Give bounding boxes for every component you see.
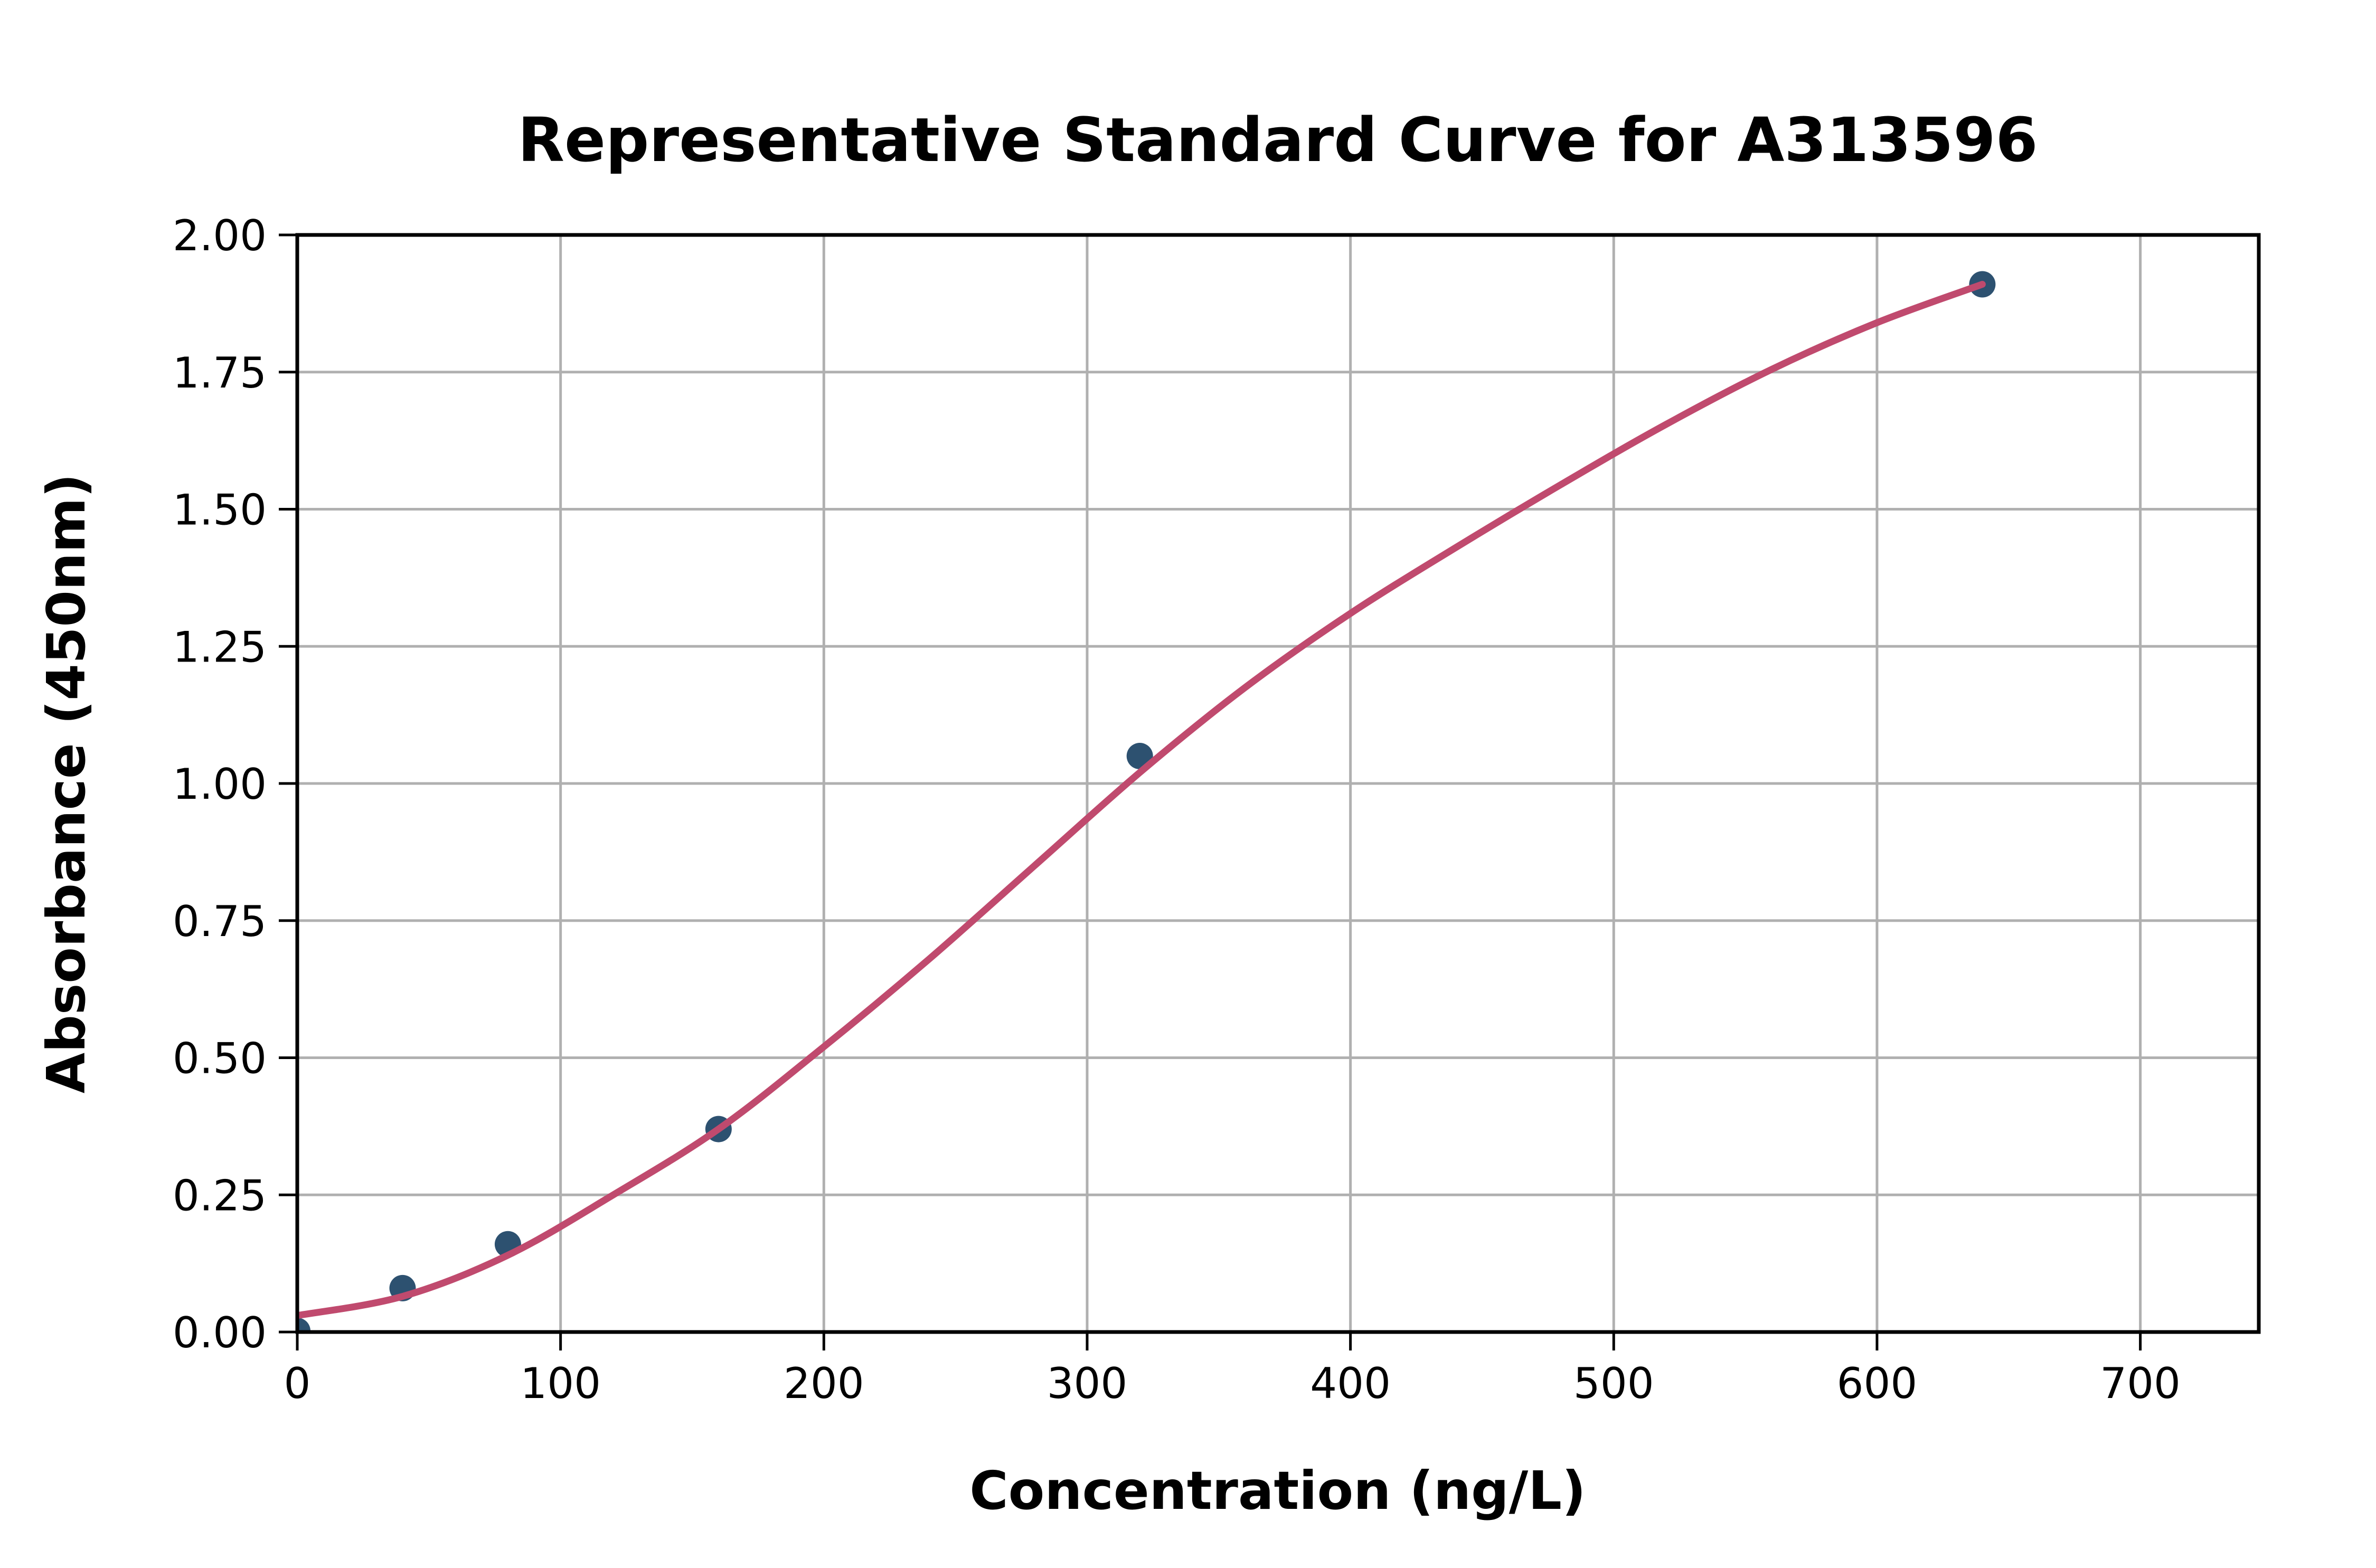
x-tick-label: 600 [1837,1359,1918,1408]
y-tick-label: 0.75 [173,897,267,946]
y-tick-label: 0.50 [173,1034,267,1083]
x-tick-label: 400 [1310,1359,1391,1408]
y-tick-label: 1.00 [173,760,267,809]
x-tick-label: 500 [1573,1359,1654,1408]
gridlines [296,233,2259,1334]
x-tick-label: 100 [520,1359,601,1408]
x-tick-label: 200 [784,1359,864,1408]
y-tick-label: 0.25 [173,1171,267,1220]
y-tick-label: 1.75 [173,348,267,398]
x-tick-label: 0 [284,1359,311,1408]
y-tick-label: 1.50 [173,486,267,535]
fitted-curve-line [297,281,1986,1319]
data-point-marker [297,1317,310,1332]
plot-series [297,271,1996,1332]
x-axis-label: Concentration (ng/L) [969,1460,1586,1522]
y-tick-label: 0.00 [173,1308,267,1357]
y-tick-label: 2.00 [173,211,267,260]
tick-marks [279,233,2142,1350]
chart-title: Representative Standard Curve for A31359… [518,105,2038,176]
y-tick-label: 1.25 [173,622,267,672]
x-tick-label: 700 [2100,1359,2181,1408]
tick-labels: 0 100 200 300 400 500 600 700 0.00 0.25 0.50 0.75 1.… [173,211,2181,1408]
y-axis-label: Absorbance (450nm) [35,474,97,1093]
x-tick-label: 300 [1047,1359,1128,1408]
